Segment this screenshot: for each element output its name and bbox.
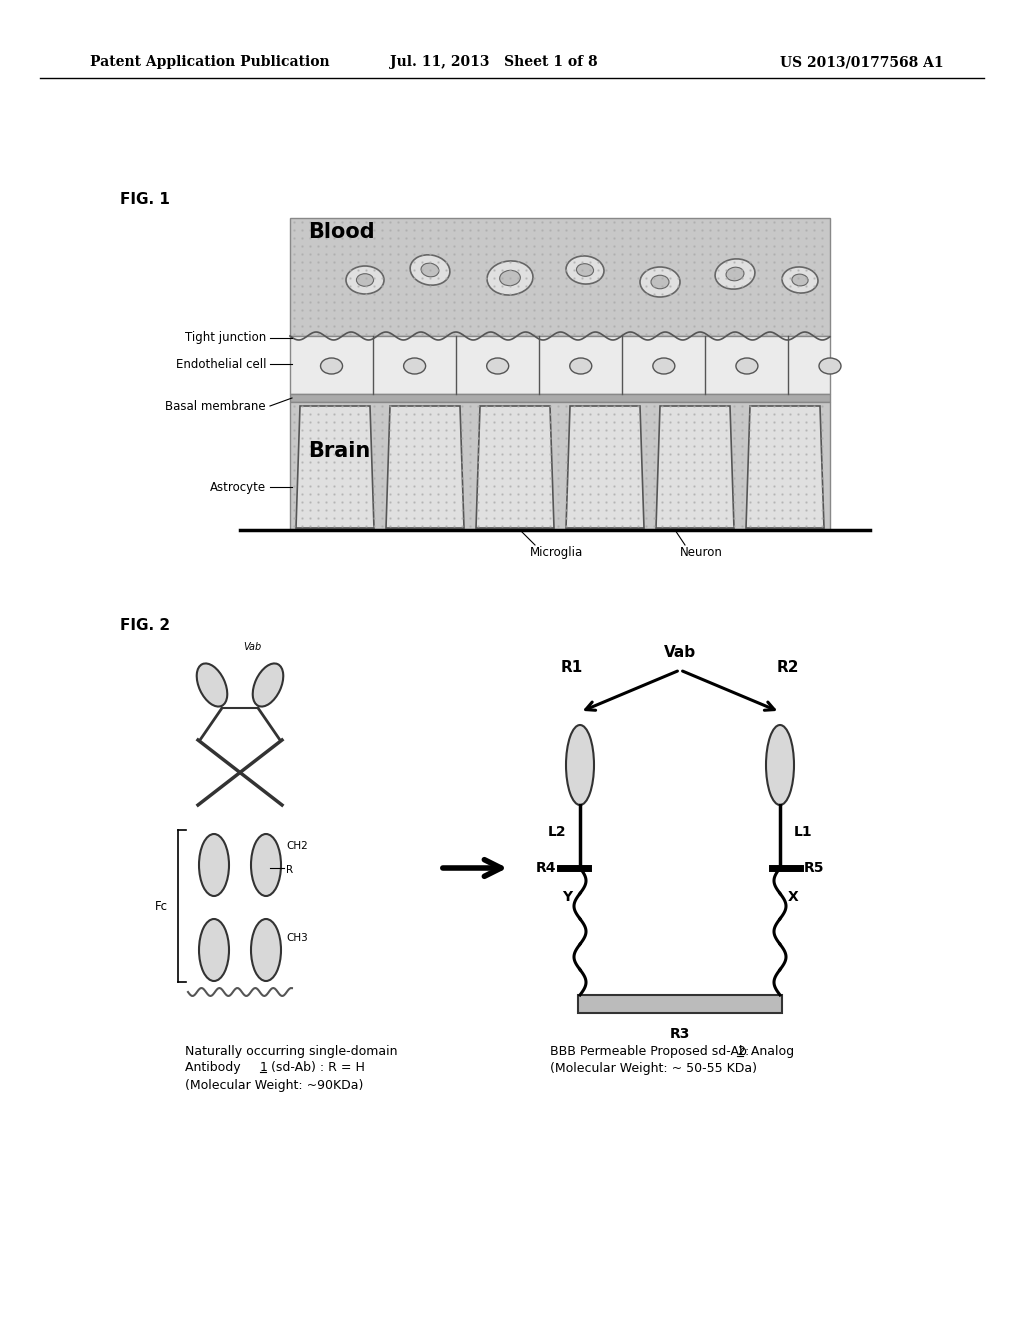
Ellipse shape: [782, 267, 818, 293]
Ellipse shape: [487, 261, 532, 296]
Ellipse shape: [251, 834, 281, 896]
Text: BBB Permeable Proposed sd-Ab Analog: BBB Permeable Proposed sd-Ab Analog: [550, 1045, 798, 1059]
Ellipse shape: [403, 358, 426, 374]
Text: (Molecular Weight: ~90KDa): (Molecular Weight: ~90KDa): [185, 1078, 364, 1092]
Ellipse shape: [500, 271, 520, 285]
Text: Naturally occurring single-domain: Naturally occurring single-domain: [185, 1045, 397, 1059]
Text: CH2: CH2: [286, 841, 308, 851]
Ellipse shape: [640, 267, 680, 297]
Ellipse shape: [819, 358, 841, 374]
Text: L1: L1: [794, 825, 813, 840]
Text: Basal membrane: Basal membrane: [165, 400, 266, 412]
Ellipse shape: [199, 919, 229, 981]
Polygon shape: [296, 407, 374, 528]
Text: Blood: Blood: [308, 222, 375, 242]
Ellipse shape: [577, 264, 594, 276]
Text: L2: L2: [548, 825, 566, 840]
Polygon shape: [656, 407, 734, 528]
Text: 2: 2: [737, 1045, 745, 1059]
Ellipse shape: [569, 358, 592, 374]
Text: R3: R3: [670, 1027, 690, 1041]
Ellipse shape: [766, 725, 794, 805]
Ellipse shape: [321, 358, 343, 374]
Text: R2: R2: [777, 660, 800, 675]
Text: Y: Y: [562, 890, 572, 904]
Text: Fc: Fc: [155, 899, 168, 912]
FancyBboxPatch shape: [578, 995, 782, 1012]
Text: R1: R1: [561, 660, 583, 675]
Text: R5: R5: [804, 861, 824, 875]
Text: Patent Application Publication: Patent Application Publication: [90, 55, 330, 69]
Ellipse shape: [486, 358, 509, 374]
Text: X: X: [788, 890, 799, 904]
Text: 1: 1: [260, 1061, 268, 1074]
FancyBboxPatch shape: [290, 337, 830, 393]
Text: Neuron: Neuron: [680, 546, 723, 558]
Ellipse shape: [421, 263, 439, 277]
Polygon shape: [476, 407, 554, 528]
Polygon shape: [566, 407, 644, 528]
Text: Tight junction: Tight junction: [184, 331, 266, 345]
Text: US 2013/0177568 A1: US 2013/0177568 A1: [780, 55, 944, 69]
Ellipse shape: [726, 267, 744, 281]
FancyBboxPatch shape: [290, 218, 830, 337]
Ellipse shape: [792, 275, 808, 286]
Text: Astrocyte: Astrocyte: [210, 480, 266, 494]
Ellipse shape: [715, 259, 755, 289]
Text: Antibody: Antibody: [185, 1061, 245, 1074]
Text: Vab: Vab: [664, 645, 696, 660]
Text: CH3: CH3: [286, 933, 308, 942]
Text: FIG. 1: FIG. 1: [120, 193, 170, 207]
Ellipse shape: [653, 358, 675, 374]
Ellipse shape: [199, 834, 229, 896]
Ellipse shape: [346, 267, 384, 294]
Ellipse shape: [651, 276, 669, 289]
Polygon shape: [386, 407, 464, 528]
FancyBboxPatch shape: [290, 393, 830, 403]
Polygon shape: [746, 407, 824, 528]
Text: (sd-Ab) : R = H: (sd-Ab) : R = H: [267, 1061, 365, 1074]
Ellipse shape: [356, 273, 374, 286]
Ellipse shape: [253, 664, 284, 706]
Ellipse shape: [736, 358, 758, 374]
Text: R: R: [286, 865, 293, 875]
Text: :: :: [744, 1045, 749, 1059]
Text: Endothelial cell: Endothelial cell: [175, 358, 266, 371]
Ellipse shape: [411, 255, 450, 285]
Text: Jul. 11, 2013   Sheet 1 of 8: Jul. 11, 2013 Sheet 1 of 8: [390, 55, 598, 69]
Ellipse shape: [566, 256, 604, 284]
Ellipse shape: [251, 919, 281, 981]
Text: (Molecular Weight: ~ 50-55 KDa): (Molecular Weight: ~ 50-55 KDa): [550, 1063, 757, 1074]
Text: Microglia: Microglia: [530, 546, 584, 558]
Text: Vab: Vab: [243, 642, 261, 652]
Text: Brain: Brain: [308, 441, 371, 461]
Ellipse shape: [197, 664, 227, 706]
Text: FIG. 2: FIG. 2: [120, 618, 170, 632]
Ellipse shape: [566, 725, 594, 805]
Text: R4: R4: [536, 861, 556, 875]
FancyBboxPatch shape: [290, 403, 830, 531]
